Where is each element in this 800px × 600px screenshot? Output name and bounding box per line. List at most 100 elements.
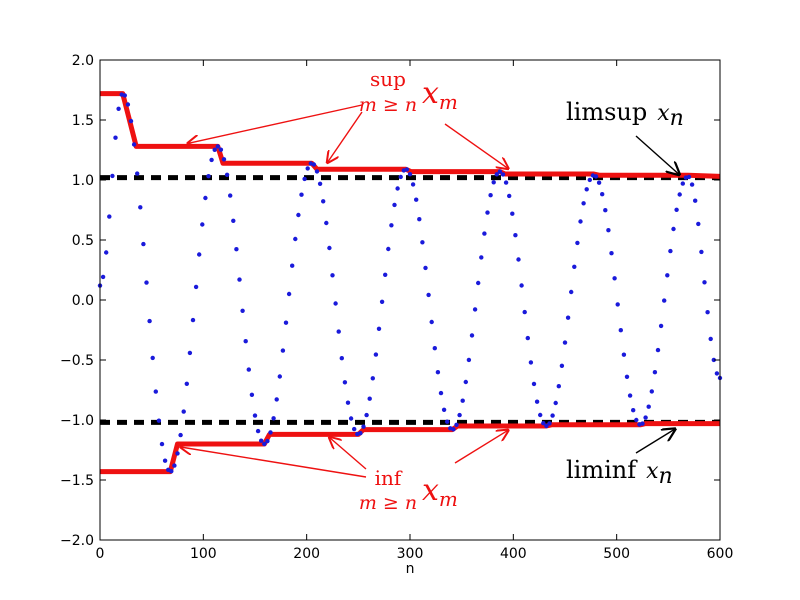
- x-tick-label: 200: [293, 546, 320, 562]
- sequence-point: [327, 245, 332, 251]
- tick-layer: 0 100 200 300 400 500 600 −2.0 −1.5 −1.0 −0.5 0.0 0.…: [60, 53, 733, 562]
- sequence-point: [144, 280, 149, 285]
- sequence-point: [135, 171, 140, 176]
- sequence-point: [299, 192, 304, 197]
- y-tick-label: 0.5: [72, 233, 94, 249]
- sequence-point: [286, 291, 292, 297]
- liminf-symbol: x: [646, 459, 659, 484]
- sequence-point: [237, 277, 242, 282]
- sequence-point: [268, 430, 273, 435]
- sequence-point: [652, 370, 658, 375]
- sequence-point: [581, 201, 586, 206]
- sequence-point: [290, 263, 295, 268]
- sequence-point: [655, 347, 661, 353]
- sequence-point: [711, 357, 716, 363]
- liminf-op: liminf: [566, 456, 638, 484]
- sequence-point: [283, 320, 289, 325]
- sequence-point: [392, 202, 397, 208]
- sequence-point: [231, 218, 236, 223]
- sequence-point: [218, 147, 224, 152]
- limsup-symbol: x: [657, 101, 670, 126]
- sequence-point: [190, 317, 196, 323]
- inf-subscript-label: m ≥ n: [359, 492, 417, 514]
- sequence-point: [280, 348, 286, 353]
- sequence-point: [702, 280, 707, 285]
- sequence-point: [156, 418, 162, 423]
- sequence-point: [215, 144, 220, 149]
- sequence-point: [662, 298, 667, 303]
- liminf-annotation: liminf xn: [566, 456, 673, 489]
- sequence-point: [615, 302, 620, 307]
- x-axis-label: n: [406, 561, 415, 577]
- sequence-point: [361, 424, 366, 429]
- sequence-point: [693, 198, 698, 203]
- sequence-point: [686, 174, 692, 180]
- y-tick-label: −1.0: [60, 413, 94, 429]
- sup-subscript-label: m ≥ n: [359, 94, 417, 116]
- sequence-point: [503, 180, 509, 185]
- sequence-point: [593, 174, 599, 179]
- sequence-point: [469, 333, 475, 338]
- sequence-point: [271, 416, 276, 421]
- x-tick-label: 400: [500, 546, 527, 562]
- sup-symbol: x: [422, 76, 439, 111]
- sequence-point: [643, 415, 648, 420]
- sequence-point: [221, 157, 227, 162]
- inf-arrow: [329, 437, 367, 470]
- x-tick-label: 600: [707, 546, 734, 562]
- sequence-point: [345, 400, 351, 405]
- sequence-point: [252, 413, 258, 418]
- sequence-point: [383, 272, 388, 277]
- sequence-point: [234, 247, 239, 252]
- sequence-point: [696, 221, 701, 227]
- sequence-point: [100, 274, 106, 280]
- x-tick-label: 0: [96, 546, 105, 562]
- sequence-point: [203, 195, 208, 201]
- x-tick-label: 100: [190, 546, 217, 562]
- sequence-point: [541, 421, 546, 426]
- sequence-point: [407, 172, 413, 177]
- sequence-point: [404, 167, 410, 172]
- sequence-point: [699, 249, 704, 255]
- sequence-point: [516, 257, 521, 262]
- sequence-point: [649, 389, 654, 394]
- sequence-point: [228, 193, 233, 198]
- inf-annotation: inf m ≥ n xm: [359, 466, 458, 514]
- inf-op-label: inf: [375, 466, 403, 490]
- sequence-point: [243, 339, 248, 344]
- sequence-point: [578, 219, 583, 224]
- x-tick-label: 500: [603, 546, 630, 562]
- sequence-point: [420, 240, 425, 245]
- sequence-point: [463, 379, 468, 385]
- liminf-index: n: [659, 464, 673, 489]
- sequence-point: [138, 205, 143, 210]
- sequence-point: [488, 193, 493, 198]
- sequence-point: [525, 335, 530, 341]
- sequence-point: [255, 428, 261, 434]
- sequence-point: [274, 397, 279, 402]
- sequence-point: [410, 182, 416, 187]
- limsup-index: n: [670, 106, 684, 131]
- sequence-point: [547, 421, 552, 426]
- sequence-point: [565, 315, 571, 320]
- inf-arrow: [181, 447, 367, 478]
- sequence-point: [708, 336, 713, 342]
- sequence-point: [141, 241, 146, 247]
- sequence-point: [398, 174, 403, 180]
- sequence-point: [689, 182, 695, 187]
- sequence-point: [624, 374, 630, 379]
- sequence-point: [600, 192, 605, 197]
- sequence-point: [429, 319, 434, 325]
- sequence-point: [603, 208, 608, 213]
- sequence-point: [472, 307, 478, 312]
- sequence-point: [572, 264, 577, 269]
- sequence-point: [479, 255, 484, 260]
- sequence-point: [569, 289, 574, 295]
- sequence-point: [265, 438, 270, 444]
- sequence-point: [417, 217, 422, 222]
- sequence-point: [150, 355, 155, 361]
- limsup-arrow: [635, 135, 679, 175]
- sequence-point: [441, 407, 447, 412]
- sequence-point: [491, 180, 496, 185]
